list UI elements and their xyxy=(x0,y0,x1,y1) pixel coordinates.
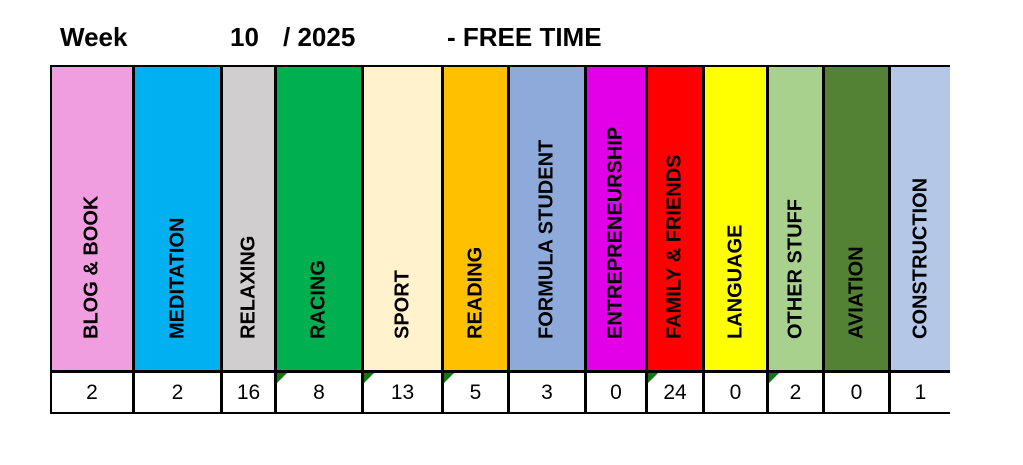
category-column: CONSTRUCTION 1 xyxy=(891,67,950,412)
category-label: ENTREPRENEURSHIP xyxy=(604,126,627,339)
free-time-table: BLOG & BOOK 2 MEDITATION 2 RELAXING 16 RACING 8… xyxy=(50,65,950,414)
category-value: 16 xyxy=(236,381,261,404)
category-column: SPORT 13 xyxy=(364,67,444,412)
comment-indicator-icon[interactable] xyxy=(648,373,658,383)
year: / 2025 xyxy=(283,22,356,52)
category-header-cell[interactable]: FAMILY & FRIENDS xyxy=(648,67,705,373)
category-value: 1 xyxy=(914,381,927,404)
category-value: 5 xyxy=(469,381,482,404)
week-number: 10 xyxy=(230,22,259,52)
category-label: OTHER STUFF xyxy=(784,199,806,339)
comment-indicator-icon[interactable] xyxy=(444,373,454,383)
comment-indicator-icon[interactable] xyxy=(277,373,287,383)
category-header-cell[interactable]: READING xyxy=(444,67,510,373)
category-header-cell[interactable]: SPORT xyxy=(364,67,444,373)
category-value-cell[interactable]: 13 xyxy=(364,373,444,412)
category-label: FORMULA STUDENT xyxy=(535,139,558,339)
category-column: RELAXING 16 xyxy=(223,67,277,412)
category-value: 24 xyxy=(663,381,687,404)
category-label: RACING xyxy=(307,260,330,339)
category-column: MEDITATION 2 xyxy=(135,67,223,412)
category-value-cell[interactable]: 2 xyxy=(769,373,825,412)
category-label: RELAXING xyxy=(237,235,259,339)
sheet-subtitle: - FREE TIME xyxy=(447,22,602,52)
category-value: 2 xyxy=(86,381,98,404)
category-column: FORMULA STUDENT 3 xyxy=(510,67,587,412)
category-label: MEDITATION xyxy=(166,217,188,339)
category-label: SPORT xyxy=(391,270,413,339)
category-header-cell[interactable]: CONSTRUCTION xyxy=(891,67,950,373)
category-label: AVIATION xyxy=(845,246,867,339)
category-column: BLOG & BOOK 2 xyxy=(52,67,135,412)
category-value: 2 xyxy=(171,381,184,404)
category-column: OTHER STUFF 2 xyxy=(769,67,825,412)
category-header-cell[interactable]: MEDITATION xyxy=(135,67,223,373)
category-column: LANGUAGE 0 xyxy=(705,67,769,412)
category-value-cell[interactable]: 2 xyxy=(52,373,135,412)
category-header-cell[interactable]: BLOG & BOOK xyxy=(52,67,135,373)
category-header-cell[interactable]: ENTREPRENEURSHIP xyxy=(587,67,648,373)
category-value-cell[interactable]: 5 xyxy=(444,373,510,412)
category-label: CONSTRUCTION xyxy=(909,177,931,339)
category-header-cell[interactable]: FORMULA STUDENT xyxy=(510,67,587,373)
category-value: 13 xyxy=(390,381,415,404)
category-label: BLOG & BOOK xyxy=(80,195,103,339)
category-header-cell[interactable]: AVIATION xyxy=(825,67,891,373)
category-column: AVIATION 0 xyxy=(825,67,891,412)
comment-indicator-icon[interactable] xyxy=(364,373,374,383)
category-value-cell[interactable]: 8 xyxy=(277,373,364,412)
category-header-cell[interactable]: LANGUAGE xyxy=(705,67,769,373)
category-value-cell[interactable]: 2 xyxy=(135,373,223,412)
category-column: FAMILY & FRIENDS 24 xyxy=(648,67,705,412)
week-label: Week xyxy=(60,22,128,52)
category-value: 8 xyxy=(313,381,325,404)
category-value-cell[interactable]: 0 xyxy=(587,373,648,412)
category-value-cell[interactable]: 0 xyxy=(825,373,891,412)
category-value: 0 xyxy=(729,381,742,404)
category-value: 0 xyxy=(610,381,622,404)
category-column: RACING 8 xyxy=(277,67,364,412)
category-value-cell[interactable]: 24 xyxy=(648,373,705,412)
category-header-cell[interactable]: OTHER STUFF xyxy=(769,67,825,373)
category-column: ENTREPRENEURSHIP 0 xyxy=(587,67,648,412)
category-value: 0 xyxy=(850,381,863,404)
category-value: 2 xyxy=(789,381,802,404)
category-label: FAMILY & FRIENDS xyxy=(663,154,686,339)
category-value-cell[interactable]: 3 xyxy=(510,373,587,412)
category-value-cell[interactable]: 16 xyxy=(223,373,277,412)
comment-indicator-icon[interactable] xyxy=(769,373,779,383)
category-value-cell[interactable]: 0 xyxy=(705,373,769,412)
category-value-cell[interactable]: 1 xyxy=(891,373,950,412)
category-value: 3 xyxy=(541,381,553,404)
category-label: LANGUAGE xyxy=(724,224,746,339)
category-header-cell[interactable]: RACING xyxy=(277,67,364,373)
category-header-cell[interactable]: RELAXING xyxy=(223,67,277,373)
category-label: READING xyxy=(464,246,486,339)
category-column: READING 5 xyxy=(444,67,510,412)
